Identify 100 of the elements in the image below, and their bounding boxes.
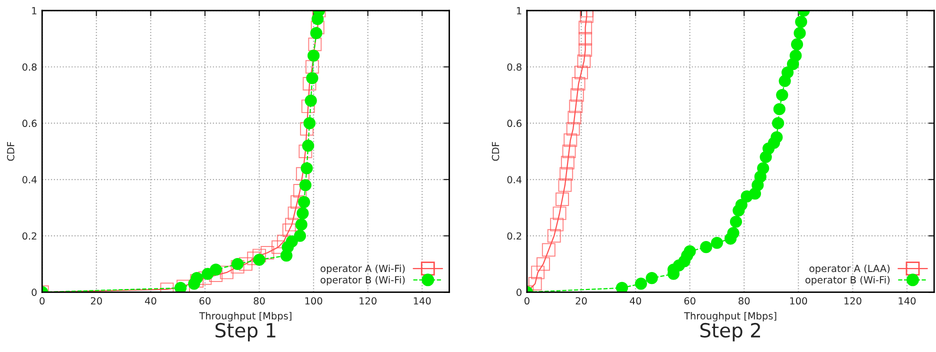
- point: [220, 266, 234, 280]
- point: [306, 72, 318, 84]
- y-tick-label: 0.8: [22, 63, 37, 71]
- x-tick-label: 100: [305, 297, 322, 305]
- y-tick-label: 1: [32, 7, 36, 14]
- point: [296, 167, 310, 181]
- y-tick-label: 0: [516, 288, 522, 296]
- point: [684, 245, 696, 258]
- y-tick-label: 0.2: [507, 232, 522, 240]
- x-tick-label: 40: [630, 297, 642, 305]
- point: [302, 77, 316, 91]
- point: [560, 167, 574, 181]
- point: [773, 103, 786, 116]
- point: [302, 140, 314, 152]
- point: [556, 192, 569, 206]
- x-tick-label: 20: [90, 297, 102, 305]
- point: [276, 234, 290, 248]
- point: [560, 156, 574, 170]
- point: [304, 94, 317, 107]
- point: [298, 144, 312, 158]
- point: [574, 66, 588, 80]
- y-tick-label: 0: [32, 288, 37, 296]
- point: [305, 60, 319, 74]
- point: [282, 223, 296, 237]
- point: [190, 272, 203, 284]
- point: [735, 198, 748, 211]
- point: [296, 207, 309, 220]
- y-tick-label: 0.4: [507, 176, 522, 184]
- x-tick-label: 80: [738, 297, 750, 305]
- point: [547, 229, 561, 243]
- y-tick-label: 0.8: [507, 63, 522, 71]
- point: [542, 243, 556, 257]
- point: [562, 144, 576, 158]
- x-tick-label: 80: [254, 297, 265, 305]
- x-tick-label: 100: [790, 297, 808, 305]
- point: [552, 206, 566, 220]
- point: [558, 178, 572, 192]
- point: [247, 252, 261, 266]
- point: [286, 235, 298, 248]
- x-tick-label: 20: [576, 297, 587, 305]
- legend-label: operator A (LAA): [809, 264, 890, 274]
- y-tick-label: 0.6: [22, 120, 37, 128]
- point: [298, 196, 310, 208]
- point: [210, 264, 222, 276]
- point: [727, 226, 740, 240]
- point: [710, 236, 724, 249]
- y-axis-title: CDF: [7, 142, 14, 161]
- point: [646, 272, 658, 284]
- point: [308, 38, 322, 52]
- point: [566, 122, 580, 136]
- point: [568, 110, 582, 124]
- point: [536, 257, 550, 271]
- x-tick-label: 120: [360, 297, 376, 305]
- y-tick-label: 0.4: [22, 176, 37, 184]
- point: [295, 218, 308, 231]
- point: [531, 266, 545, 280]
- point: [578, 20, 592, 34]
- point: [791, 38, 804, 50]
- point: [303, 117, 316, 130]
- point: [757, 162, 770, 174]
- point: [310, 27, 322, 40]
- point: [570, 88, 584, 102]
- point: [578, 43, 592, 57]
- point: [252, 248, 266, 262]
- point: [700, 241, 712, 254]
- x-tick-label: 40: [144, 297, 156, 305]
- x-tick-label: 120: [844, 297, 862, 305]
- y-axis-title: CDF: [492, 142, 500, 161]
- point: [572, 77, 586, 91]
- point: [253, 254, 266, 266]
- point: [790, 50, 802, 62]
- text: Step 1: [216, 322, 276, 342]
- legend-label: operator A (Wi-Fi): [320, 264, 405, 274]
- point: [230, 260, 244, 274]
- y-tick-label: 0.2: [22, 232, 36, 240]
- point: [294, 230, 306, 242]
- point: [776, 89, 788, 102]
- point: [272, 240, 286, 254]
- point: [300, 122, 314, 136]
- point: [285, 218, 299, 232]
- point: [616, 282, 628, 292]
- point: [772, 117, 784, 130]
- text: Step 2: [700, 322, 760, 342]
- point: [232, 258, 244, 270]
- point: [795, 16, 808, 28]
- x-tick-label: 0: [40, 297, 45, 305]
- point: [300, 162, 313, 174]
- x-axis-title: Throughput [Mbps]: [199, 312, 292, 322]
- x-tick-label: 60: [684, 297, 696, 305]
- point: [308, 50, 320, 62]
- point: [290, 195, 304, 209]
- point: [288, 206, 302, 220]
- point: [564, 133, 578, 147]
- point: [577, 54, 591, 68]
- x-tick-label: 60: [199, 297, 211, 305]
- point: [260, 246, 274, 260]
- x-axis-title: Throughput [Mbps]: [684, 312, 776, 322]
- legend-label: operator B (Wi-Fi): [805, 276, 890, 286]
- point: [299, 179, 312, 192]
- y-tick-label: 0.6: [507, 120, 522, 128]
